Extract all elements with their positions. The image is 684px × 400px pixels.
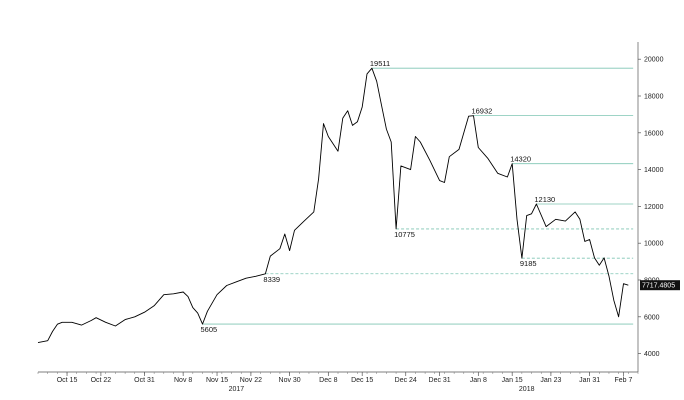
level-label: 19511 (370, 59, 390, 68)
x-tick-label: Nov 22 (240, 377, 262, 384)
level-label: 5605 (201, 325, 218, 334)
last-price-badge: 7717.4805 (640, 280, 680, 291)
level-label: 12130 (534, 195, 555, 204)
x-axis-ticks: Oct 15 Oct 22 Oct 31 Nov 8 Nov 15 Nov 22 Nov 3… (37, 372, 639, 384)
x-tick-label: Oct 22 (91, 377, 112, 384)
level-annotations: 19511 16932 14320 12130 10775 9185 8339 5605 (201, 59, 556, 334)
x-tick-label: Dec 8 (319, 377, 337, 384)
level-label: 8339 (263, 275, 280, 284)
x-tick-label: Dec 15 (351, 377, 373, 384)
support-resistance-levels (202, 67, 634, 325)
x-tick-label: Feb 7 (615, 377, 633, 384)
y-tick-label: 10000 (644, 241, 664, 248)
x-tick-label: Jan 31 (579, 377, 600, 384)
y-tick-label: 18000 (644, 94, 664, 101)
level-label: 14320 (510, 155, 531, 164)
x-tick-label: Jan 8 (470, 377, 487, 384)
x-tick-label: Nov 15 (206, 377, 228, 384)
y-axis-ticks: 4000600080001000012000140001600018000200… (638, 57, 664, 358)
x-tick-label: Nov 8 (174, 377, 192, 384)
x-tick-label: Jan 23 (540, 377, 561, 384)
x-tick-label: Dec 24 (395, 377, 417, 384)
last-price-label: 7717.4805 (642, 283, 675, 290)
year-labels: 2017 2018 (229, 386, 535, 393)
y-tick-label: 6000 (644, 314, 660, 321)
year-label: 2017 (229, 386, 245, 393)
y-tick-label: 14000 (644, 167, 664, 174)
x-tick-label: Jan 15 (502, 377, 523, 384)
y-tick-label: 4000 (644, 351, 660, 358)
y-tick-label: 20000 (644, 57, 664, 64)
level-label: 16932 (471, 107, 492, 116)
y-tick-label: 16000 (644, 130, 664, 137)
price-series-line (37, 67, 629, 344)
level-label: 10775 (394, 230, 415, 239)
x-tick-label: Nov 30 (279, 377, 301, 384)
x-tick-label: Oct 15 (57, 377, 78, 384)
year-label: 2018 (519, 386, 535, 393)
y-tick-label: 12000 (644, 204, 664, 211)
level-label: 9185 (520, 259, 537, 268)
last-price-box (640, 280, 680, 291)
x-tick-label: Dec 31 (429, 377, 451, 384)
x-tick-label: Oct 31 (134, 377, 155, 384)
